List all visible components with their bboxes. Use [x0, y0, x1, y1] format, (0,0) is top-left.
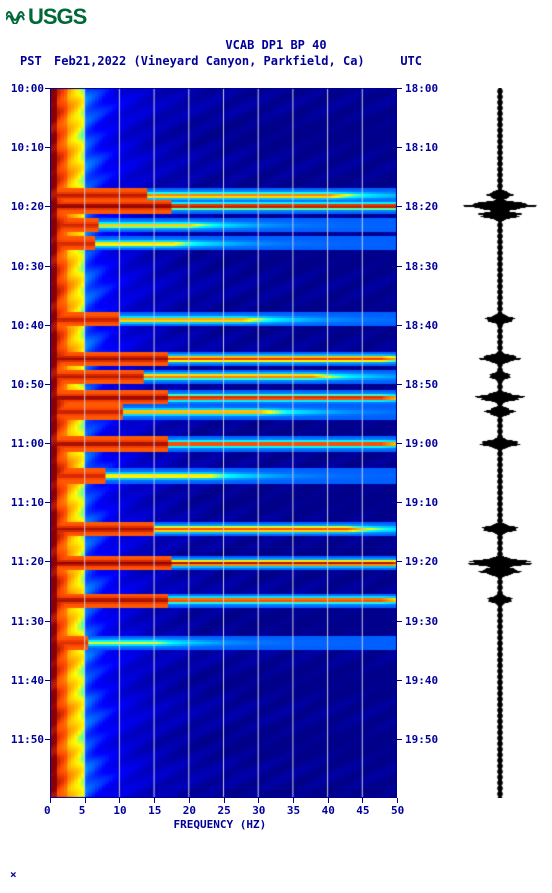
logo-text: USGS [28, 4, 86, 29]
wave-icon [6, 4, 26, 18]
y-right-tick: 18:30 [405, 260, 438, 273]
tz-right-label: UTC [400, 54, 422, 68]
y-left-tick: 11:00 [11, 437, 44, 450]
x-axis-label: FREQUENCY (HZ) [174, 818, 267, 831]
y-right-tick: 18:00 [405, 82, 438, 95]
y-left-tick: 10:40 [11, 319, 44, 332]
x-tick: 45 [356, 804, 369, 817]
y-left-tick: 11:10 [11, 496, 44, 509]
corner-mark: × [10, 868, 17, 881]
y-left-tick: 11:40 [11, 674, 44, 687]
y-right-tick: 19:20 [405, 555, 438, 568]
y-left-tick: 10:00 [11, 82, 44, 95]
y-left-tick: 10:10 [11, 141, 44, 154]
y-left-tick: 10:20 [11, 200, 44, 213]
y-right-tick: 18:50 [405, 378, 438, 391]
x-tick: 35 [287, 804, 300, 817]
y-right-tick: 19:10 [405, 496, 438, 509]
y-left-tick: 11:50 [11, 733, 44, 746]
x-tick: 50 [391, 804, 404, 817]
spectrogram-chart: 10:0010:1010:2010:3010:4010:5011:0011:10… [50, 88, 397, 798]
y-right-tick: 19:40 [405, 674, 438, 687]
x-tick: 5 [79, 804, 86, 817]
y-left-tick: 10:30 [11, 260, 44, 273]
y-right-tick: 19:00 [405, 437, 438, 450]
date-location-label: Feb21,2022 (Vineyard Canyon, Parkfield, … [54, 54, 365, 68]
tz-left-label: PST [20, 54, 42, 68]
y-right-tick: 19:50 [405, 733, 438, 746]
y-right-tick: 18:40 [405, 319, 438, 332]
y-left-tick: 11:30 [11, 615, 44, 628]
y-right-tick: 19:30 [405, 615, 438, 628]
x-tick: 20 [183, 804, 196, 817]
x-tick: 40 [322, 804, 335, 817]
x-tick: 25 [218, 804, 231, 817]
chart-title: VCAB DP1 BP 40 [0, 38, 552, 52]
y-left-tick: 10:50 [11, 378, 44, 391]
seismogram-canvas [460, 88, 540, 798]
spectrogram-canvas [50, 88, 397, 798]
x-tick: 30 [252, 804, 265, 817]
x-tick: 15 [148, 804, 161, 817]
seismogram-trace [460, 88, 540, 798]
y-left-tick: 11:20 [11, 555, 44, 568]
y-right-tick: 18:20 [405, 200, 438, 213]
x-tick: 0 [44, 804, 51, 817]
y-right-tick: 18:10 [405, 141, 438, 154]
x-tick: 10 [113, 804, 126, 817]
usgs-logo: USGS [6, 4, 86, 30]
